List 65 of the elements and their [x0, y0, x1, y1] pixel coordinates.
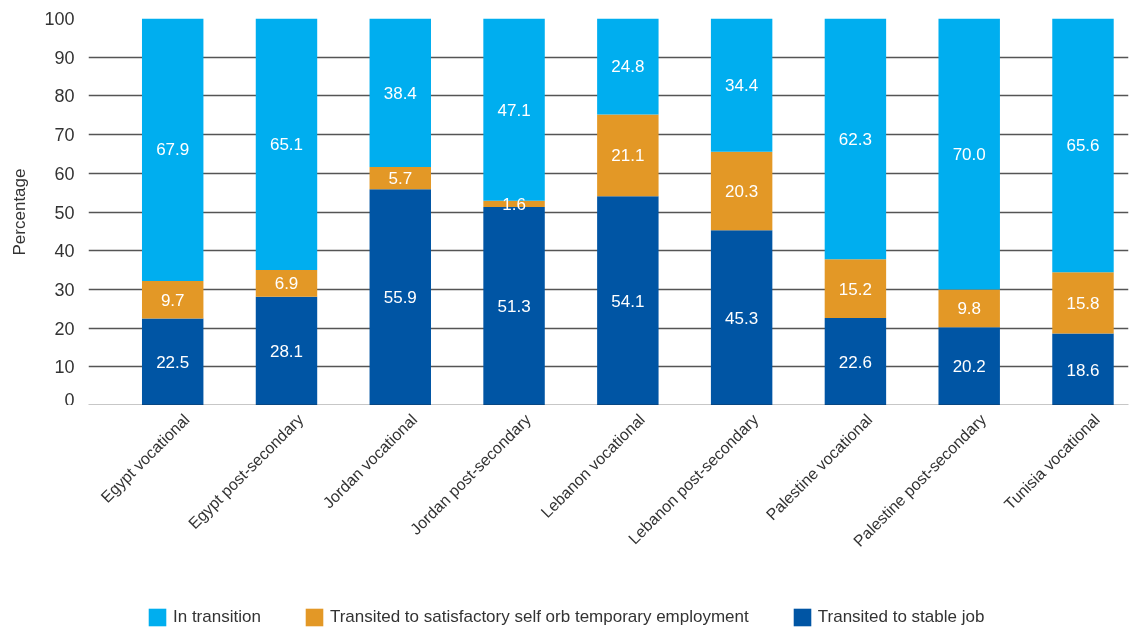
data-label: 38.4	[383, 83, 417, 103]
y-tick-label: 100	[44, 9, 75, 29]
data-label: 54.1	[611, 291, 645, 311]
bar	[938, 18, 1000, 290]
bar	[824, 259, 887, 319]
data-label: 45.3	[725, 308, 759, 328]
y-axis-title: Percentage	[10, 168, 30, 256]
bar	[938, 327, 1000, 405]
bar	[597, 18, 659, 115]
bar	[710, 18, 773, 152]
legend-label: Transited to satisfactory self orb temporary employment	[329, 607, 749, 627]
data-label: 18.6	[1066, 360, 1100, 380]
bar	[1052, 333, 1114, 405]
bar	[369, 189, 431, 405]
bar	[369, 167, 431, 190]
data-label: 51.3	[497, 297, 531, 317]
data-label: 65.6	[1066, 136, 1100, 156]
data-label: 6.9	[274, 274, 299, 294]
y-tick-label: 70	[54, 125, 75, 146]
y-tick-label: 0	[64, 389, 75, 410]
bar	[710, 230, 773, 405]
bar	[141, 318, 204, 405]
bar	[141, 18, 204, 281]
legend-label: Transited to stable job	[817, 607, 985, 627]
y-tick-label: 20	[54, 318, 75, 339]
y-tick-label: 30	[54, 279, 75, 300]
bar	[938, 289, 1000, 328]
bar	[255, 18, 318, 271]
legend-label: In transition	[173, 607, 261, 627]
bar	[597, 114, 659, 197]
bar	[1052, 272, 1114, 334]
data-label: 70.0	[952, 144, 986, 164]
data-label: 47.1	[497, 100, 531, 120]
data-label: 15.2	[838, 279, 872, 299]
data-label: 22.5	[156, 352, 190, 372]
data-label: 9.8	[957, 299, 982, 319]
bar	[369, 18, 431, 168]
data-label: 20.3	[725, 181, 759, 201]
y-tick-label: 50	[54, 202, 75, 223]
data-label: 24.8	[611, 57, 645, 77]
data-label: 65.1	[269, 135, 304, 155]
y-tick-label: 40	[54, 241, 75, 262]
data-label: 67.9	[156, 140, 190, 160]
data-label: 9.7	[160, 290, 185, 310]
bar	[1052, 18, 1114, 273]
data-label: 34.4	[725, 76, 759, 96]
bar	[141, 280, 204, 319]
data-label: 5.7	[388, 169, 413, 189]
y-tick-label: 90	[54, 47, 75, 68]
data-label: 28.1	[269, 342, 304, 362]
y-tick-label: 60	[54, 163, 75, 184]
bar	[824, 18, 887, 260]
data-label: 55.9	[383, 288, 417, 308]
data-label: 21.1	[611, 146, 645, 166]
y-tick-label: 80	[54, 86, 75, 107]
data-label: 62.3	[838, 129, 872, 149]
data-label: 15.8	[1066, 293, 1100, 313]
bar	[597, 196, 659, 405]
bar	[255, 296, 318, 405]
bar	[710, 151, 773, 231]
y-tick-label: 10	[54, 357, 75, 378]
bar	[824, 318, 887, 405]
data-label: 22.6	[838, 352, 872, 372]
bar	[255, 270, 318, 297]
data-label: 20.2	[952, 357, 986, 377]
